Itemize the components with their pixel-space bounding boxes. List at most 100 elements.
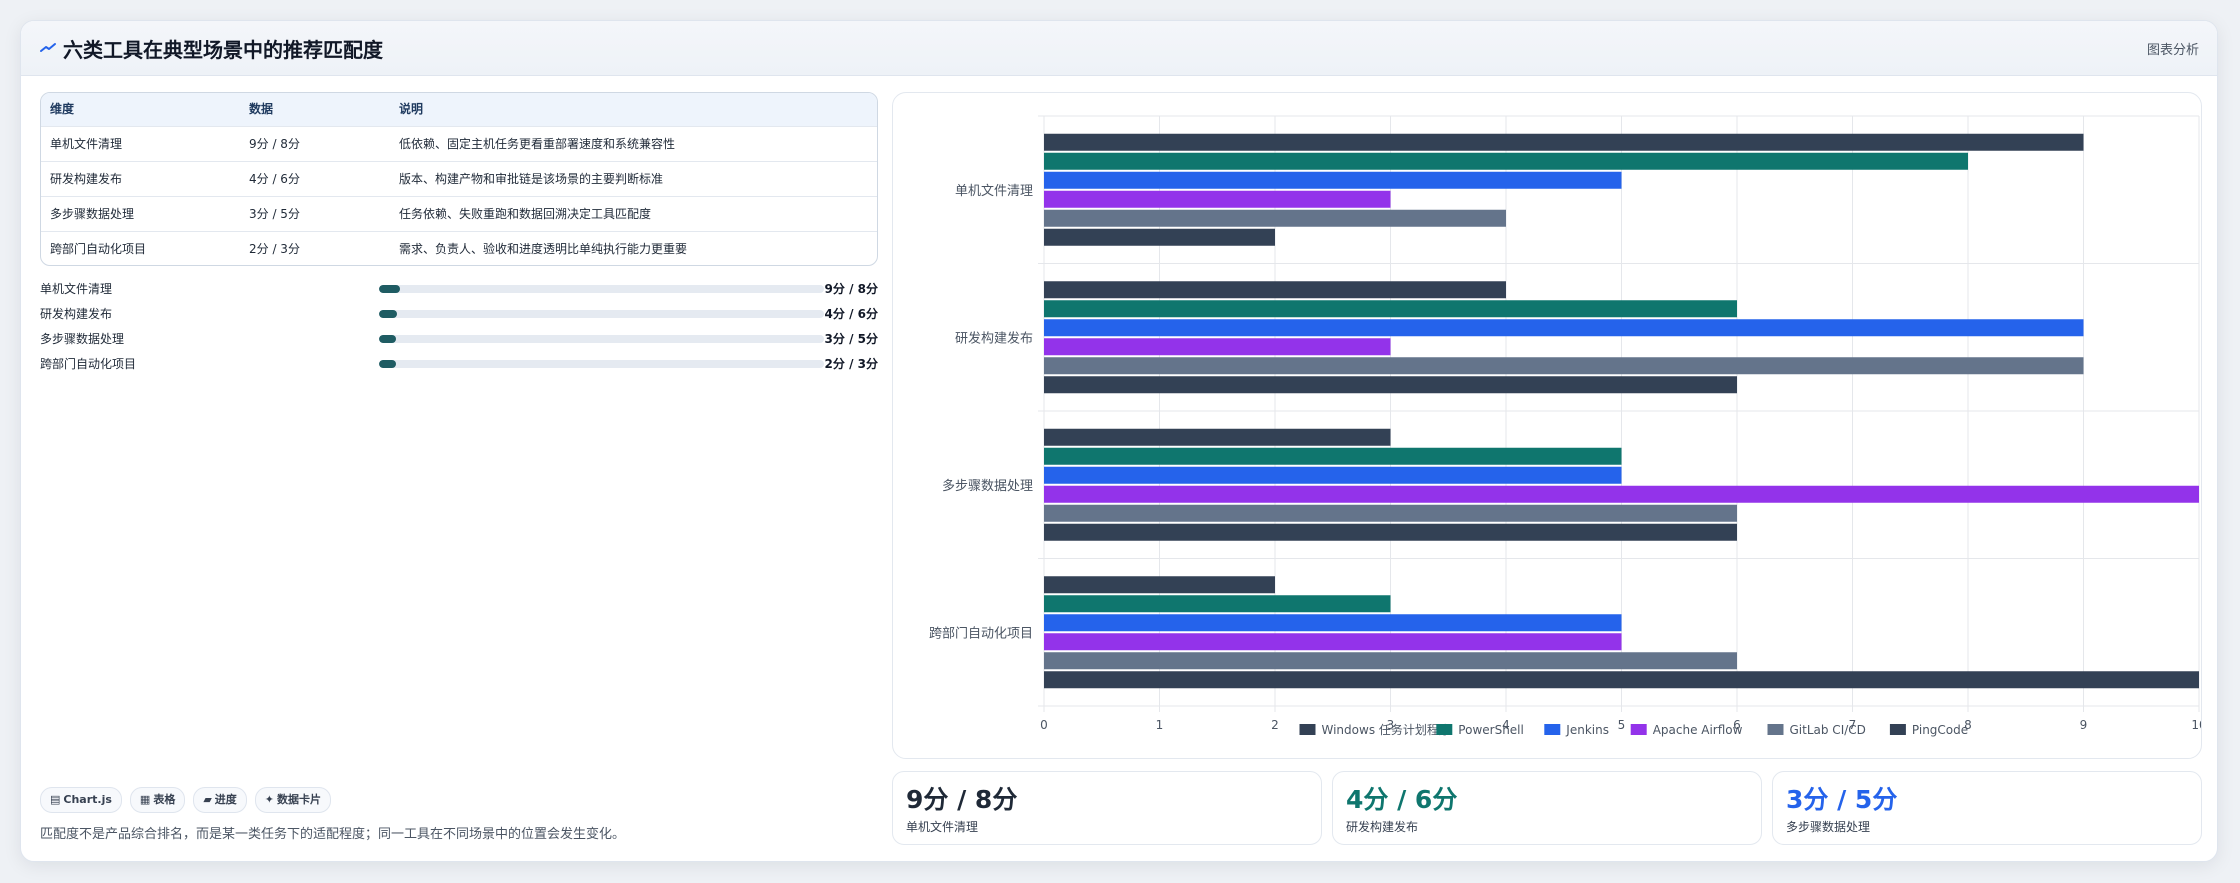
table-cell-dimension: 跨部门自动化项目 — [50, 242, 147, 256]
progress-item: 多步骤数据处理 3分 / 5分 — [40, 326, 888, 351]
bar — [1044, 652, 1737, 670]
table-cell-note: 低依赖、固定主机任务更看重部署速度和系统兼容性 — [399, 137, 676, 151]
table-row: 多步骤数据处理 3分 / 5分 任务依赖、失败重跑和数据回溯决定工具匹配度 — [41, 196, 877, 231]
bar — [1044, 633, 1622, 651]
progress-fill — [379, 285, 400, 293]
tag-table[interactable]: ▦ 表格 — [129, 787, 186, 813]
progress-value: 2分 / 3分 — [824, 357, 878, 371]
tag-chartjs[interactable]: ▤ Chart.js — [40, 787, 122, 813]
bar — [1044, 504, 1737, 522]
bar — [1044, 466, 1622, 484]
recommendation-card: 六类工具在典型场景中的推荐匹配度 图表分析 维度 数据 说明 单机文件清理 9分… — [20, 20, 2218, 862]
stat-value: 9分 / 8分 — [906, 785, 1018, 814]
bar — [1044, 614, 1622, 632]
table-cell-data: 3分 / 5分 — [249, 207, 300, 221]
table-cell-data: 9分 / 8分 — [249, 137, 300, 151]
bar — [1044, 338, 1391, 356]
table-header-row: 维度 数据 说明 — [41, 93, 877, 126]
progress-label: 多步骤数据处理 — [40, 332, 125, 346]
bar — [1044, 209, 1506, 227]
progress-track — [379, 360, 824, 368]
table-cell-dimension: 多步骤数据处理 — [50, 207, 135, 221]
card-icon: ✦ — [264, 793, 275, 806]
feature-tags: ▤ Chart.js ▦ 表格 ▰ 进度 ✦ 数据卡片 — [40, 787, 339, 813]
progress-label: 研发构建发布 — [40, 307, 113, 321]
tag-label: Chart.js — [63, 793, 112, 806]
progress-value: 9分 / 8分 — [824, 282, 878, 296]
x-tick-label: 2 — [1271, 718, 1279, 732]
bar — [1044, 523, 1737, 541]
progress-item: 单机文件清理 9分 / 8分 — [40, 276, 888, 301]
table-cell-data: 4分 / 6分 — [249, 172, 300, 186]
bar — [1044, 671, 2199, 689]
tag-progress[interactable]: ▰ 进度 — [193, 787, 247, 813]
tag-label: 数据卡片 — [277, 793, 322, 806]
progress-value: 3分 / 5分 — [824, 332, 878, 346]
legend-swatch — [1889, 724, 1906, 735]
y-category-label: 单机文件清理 — [955, 184, 1033, 199]
legend-swatch — [1544, 724, 1561, 735]
tag-label: 进度 — [214, 793, 237, 806]
legend-label: Windows 任务计划程序 — [1322, 722, 1451, 737]
chart-trend-icon — [40, 43, 56, 52]
stat-label: 单机文件清理 — [906, 820, 979, 834]
table-row: 跨部门自动化项目 2分 / 3分 需求、负责人、验收和进度透明比单纯执行能力更重… — [41, 231, 877, 265]
tag-data-card[interactable]: ✦ 数据卡片 — [254, 787, 332, 813]
bar — [1044, 447, 1622, 465]
bar — [1044, 485, 2199, 503]
bar — [1044, 376, 1737, 394]
chart-analysis-link[interactable]: 图表分析 — [2146, 43, 2199, 58]
bar — [1044, 300, 1737, 318]
bar — [1044, 171, 1622, 189]
y-category-label: 多步骤数据处理 — [942, 478, 1033, 494]
page-title: 六类工具在典型场景中的推荐匹配度 — [63, 38, 383, 62]
bar — [1044, 281, 1506, 299]
progress-fill — [379, 360, 397, 368]
stat-value: 3分 / 5分 — [1786, 785, 1898, 814]
progress-fill — [379, 310, 398, 318]
table-cell-note: 版本、构建产物和审批链是该场景的主要判断标准 — [399, 172, 664, 186]
stat-value: 4分 / 6分 — [1346, 785, 1458, 814]
x-tick-label: 1 — [1156, 718, 1164, 732]
bar — [1044, 595, 1391, 613]
bar — [1044, 190, 1391, 208]
legend-swatch — [1299, 724, 1316, 735]
legend-label: Jenkins — [1565, 723, 1609, 737]
legend-swatch — [1767, 724, 1784, 735]
x-tick-label: 0 — [1040, 718, 1048, 732]
column-header-data: 数据 — [249, 102, 274, 116]
y-category-label: 研发构建发布 — [955, 330, 1033, 346]
x-tick-label: 9 — [2080, 718, 2088, 732]
table-cell-data: 2分 / 3分 — [249, 242, 300, 256]
stat-label: 研发构建发布 — [1346, 820, 1419, 834]
x-tick-label: 4 — [1502, 718, 1510, 732]
table-icon: ▦ — [139, 793, 151, 806]
progress-list: 单机文件清理 9分 / 8分 研发构建发布 4分 / 6分 多步骤数据处理 3分… — [40, 276, 888, 376]
table-row: 研发构建发布 4分 / 6分 版本、构建产物和审批链是该场景的主要判断标准 — [41, 161, 877, 196]
chart-icon: ▤ — [50, 793, 61, 806]
info-table: 维度 数据 说明 单机文件清理 9分 / 8分 低依赖、固定主机任务更看重部署速… — [40, 92, 878, 266]
progress-track — [379, 335, 824, 343]
progress-icon: ▰ — [203, 793, 212, 806]
bar — [1044, 357, 2084, 375]
tag-label: 表格 — [153, 793, 176, 806]
stat-label: 多步骤数据处理 — [1786, 820, 1871, 834]
bar — [1044, 576, 1275, 594]
progress-track — [379, 310, 824, 318]
legend-label: GitLab CI/CD — [1790, 723, 1866, 737]
column-header-note: 说明 — [399, 102, 424, 116]
progress-value: 4分 / 6分 — [824, 307, 878, 321]
progress-label: 跨部门自动化项目 — [40, 357, 137, 371]
card-header: 六类工具在典型场景中的推荐匹配度 图表分析 — [21, 21, 2217, 76]
bar — [1044, 152, 1968, 170]
x-tick-label: 8 — [1964, 718, 1972, 732]
x-tick-label: 7 — [1849, 718, 1857, 732]
bar — [1044, 133, 2084, 151]
legend-label: PingCode — [1912, 723, 1968, 737]
progress-fill — [379, 335, 397, 343]
table-cell-dimension: 单机文件清理 — [50, 137, 123, 151]
bar — [1044, 428, 1391, 446]
x-tick-label: 5 — [1618, 718, 1626, 732]
